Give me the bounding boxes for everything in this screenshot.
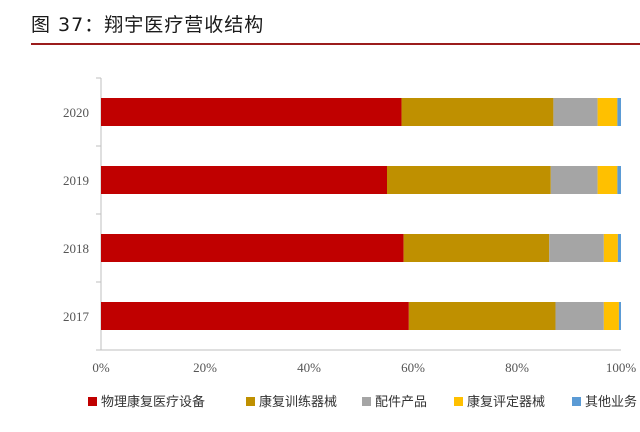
- x-axis-tick-labels: 0% 20% 40% 60% 80% 100%: [92, 360, 636, 375]
- bar-segment-2020-s1: [401, 98, 554, 126]
- x-tick-label-1: 20%: [193, 360, 217, 375]
- title-underline: [31, 43, 640, 45]
- legend-swatch-3: [454, 397, 463, 406]
- bar-segment-2019-s0: [101, 166, 387, 194]
- bar-segment-2017-s3: [603, 302, 619, 330]
- y-tick-label-2020: 2020: [63, 105, 89, 120]
- legend-label-1: 康复训练器械: [259, 394, 337, 410]
- legend-label-3: 康复评定器械: [467, 394, 545, 410]
- bar-segment-2020-s3: [597, 98, 618, 126]
- legend-label-0: 物理康复医疗设备: [101, 394, 205, 410]
- bar-segment-2017-s4: [618, 302, 621, 330]
- bar-segment-2019-s1: [387, 166, 551, 194]
- bar-segment-2018-s0: [101, 234, 404, 262]
- legend-swatch-4: [572, 397, 581, 406]
- bar-segment-2018-s4: [617, 234, 621, 262]
- bar-segment-2017-s0: [101, 302, 409, 330]
- x-tick-label-4: 80%: [505, 360, 529, 375]
- x-tick-label-0: 0%: [92, 360, 110, 375]
- y-tick-label-2019: 2019: [63, 173, 89, 188]
- legend-swatch-0: [88, 397, 97, 406]
- bar-segment-2019-s4: [617, 166, 621, 194]
- bar-segment-2020-s0: [101, 98, 402, 126]
- bar-segment-2017-s1: [408, 302, 556, 330]
- chart-legend: 物理康复医疗设备 康复训练器械 配件产品 康复评定器械 其他业务: [88, 394, 637, 410]
- bar-segment-2018-s1: [403, 234, 550, 262]
- x-tick-label-3: 60%: [401, 360, 425, 375]
- y-tick-label-2017: 2017: [63, 309, 90, 324]
- x-tick-label-5: 100%: [606, 360, 637, 375]
- bar-segment-2017-s2: [555, 302, 604, 330]
- legend-swatch-2: [362, 397, 371, 406]
- bar-segment-2019-s3: [597, 166, 618, 194]
- y-axis-tick-labels: 2020 2019 2018 2017: [63, 105, 90, 324]
- legend-label-4: 其他业务: [585, 394, 637, 410]
- x-tick-label-2: 40%: [297, 360, 321, 375]
- bar-segment-2018-s3: [603, 234, 618, 262]
- bar-segment-2020-s2: [553, 98, 598, 126]
- chart-bars: [101, 98, 621, 330]
- bar-segment-2019-s2: [550, 166, 598, 194]
- bar-segment-2018-s2: [549, 234, 604, 262]
- bar-segment-2020-s4: [617, 98, 621, 126]
- legend-swatch-1: [246, 397, 255, 406]
- figure-title: 图 37：翔宇医疗营收结构: [31, 14, 265, 36]
- legend-label-2: 配件产品: [375, 395, 427, 410]
- y-tick-label-2018: 2018: [63, 241, 89, 256]
